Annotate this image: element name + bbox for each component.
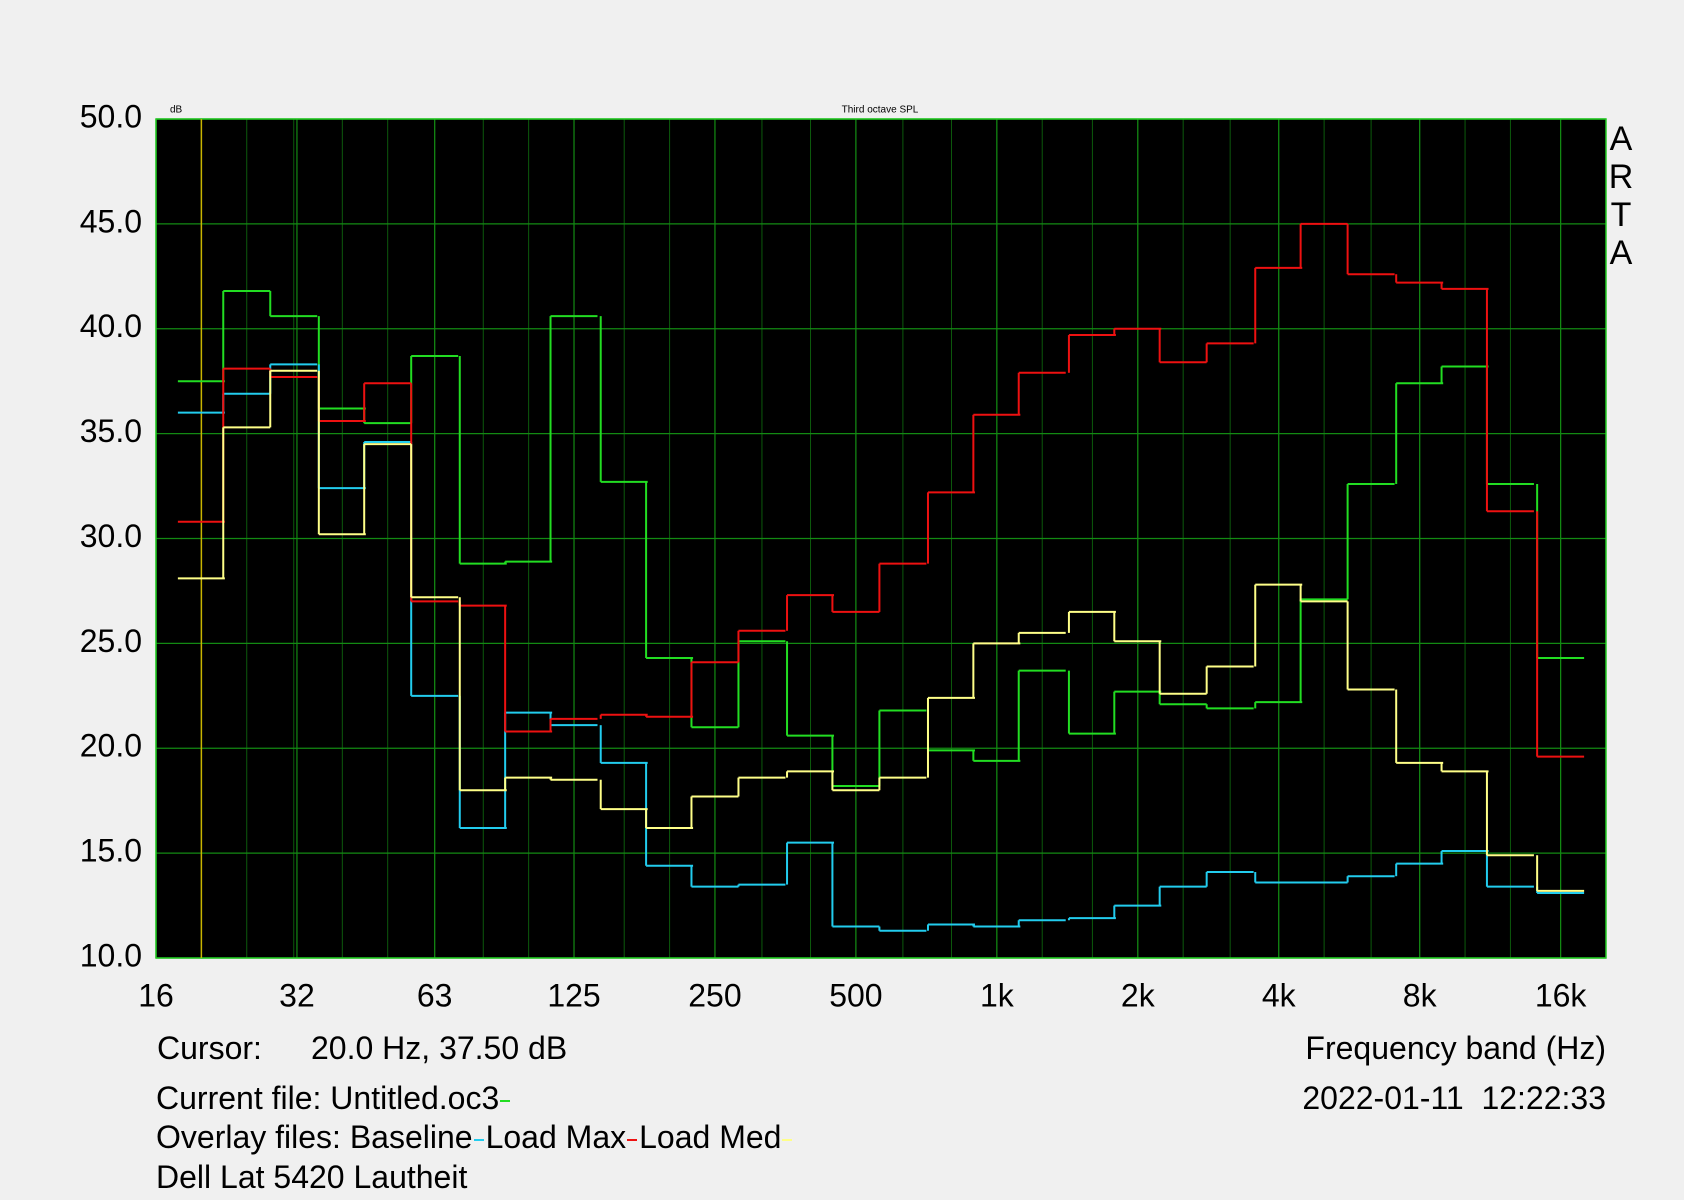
x-tick-label: 500 <box>829 977 882 1013</box>
plot-border <box>155 118 1607 959</box>
timestamp: 2022-01-11 12:22:33 <box>1302 1080 1606 1116</box>
y-tick-label: 40.0 <box>80 308 142 344</box>
cursor-readout: 20.0 Hz, 37.50 dB <box>311 1030 568 1066</box>
legend-swatch <box>627 1138 638 1141</box>
x-tick-label: 2k <box>1121 977 1156 1013</box>
legend-label: Untitled.oc3 <box>330 1080 500 1116</box>
x-tick-label: 8k <box>1403 977 1438 1013</box>
y-unit: dB <box>170 105 183 116</box>
x-tick-label: 16k <box>1535 977 1588 1013</box>
y-tick-label: 10.0 <box>80 937 142 973</box>
current-file-label: Current file: <box>156 1080 322 1116</box>
note: Dell Lat 5420 Lautheit <box>156 1159 468 1195</box>
overlay-files: Overlay files: Baseline Load Max Load Med <box>156 1121 794 1153</box>
brand: ARTA <box>1608 120 1634 272</box>
legend-label: Baseline <box>349 1119 473 1155</box>
y-tick-label: 20.0 <box>80 728 142 764</box>
series <box>177 289 1585 788</box>
x-tick-label: 4k <box>1262 977 1297 1013</box>
x-tick-label: 32 <box>279 977 315 1013</box>
x-tick-label: 1k <box>980 977 1015 1013</box>
x-tick-label: 16 <box>138 977 174 1013</box>
legend-swatch <box>473 1138 484 1141</box>
chart-title: Third octave SPL <box>842 105 919 116</box>
y-tick-label: 50.0 <box>80 98 142 134</box>
y-tick-label: 30.0 <box>80 518 142 554</box>
x-tick-label: 250 <box>688 977 741 1013</box>
legend-swatch <box>500 1099 511 1102</box>
y-tick-label: 45.0 <box>80 203 142 239</box>
x-tick-label: 63 <box>417 977 453 1013</box>
y-tick-label: 15.0 <box>80 833 142 869</box>
y-tick-label: 35.0 <box>80 413 142 449</box>
series <box>177 369 1585 892</box>
x-axis-label: Frequency band (Hz) <box>1305 1030 1606 1066</box>
current-file: Current file: Untitled.oc3 <box>156 1082 512 1114</box>
overlay-label: Overlay files: <box>156 1119 341 1155</box>
x-tick-label: 125 <box>547 977 600 1013</box>
grid <box>155 118 1606 959</box>
y-tick-label: 25.0 <box>80 623 142 659</box>
legend-label: Load Med <box>639 1119 782 1155</box>
legend-label: Load Max <box>485 1119 627 1155</box>
cursor-label: Cursor: <box>157 1030 262 1066</box>
legend-swatch <box>782 1138 793 1141</box>
